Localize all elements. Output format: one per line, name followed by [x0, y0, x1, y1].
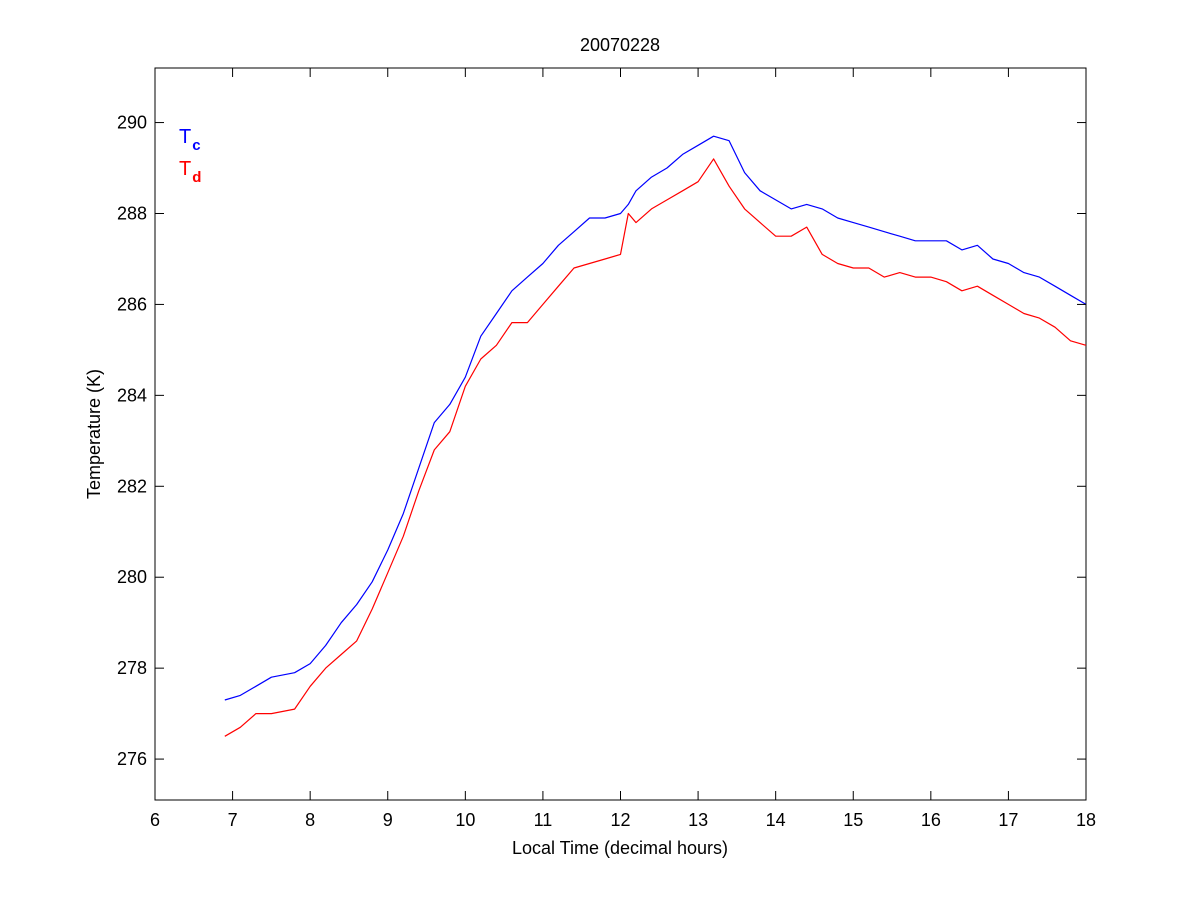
legend-entry-t-c: Tc — [179, 126, 201, 154]
x-tick-label: 13 — [688, 810, 708, 830]
x-tick-label: 17 — [998, 810, 1018, 830]
x-tick-label: 14 — [766, 810, 786, 830]
y-tick-label: 282 — [117, 476, 147, 496]
x-tick-label: 18 — [1076, 810, 1096, 830]
y-tick-label: 286 — [117, 294, 147, 314]
y-tick-label: 284 — [117, 385, 147, 405]
plot-area-frame — [154, 67, 1087, 801]
x-tick-label: 11 — [534, 810, 553, 830]
x-axis-ticks: 6 7 8 9 10 11 12 13 14 15 16 17 18 — [150, 68, 1096, 830]
y-tick-label: 288 — [117, 203, 147, 223]
legend-entry-t-d: Td — [179, 158, 201, 186]
series-line-t-d — [224, 158, 1087, 737]
x-tick-label: 9 — [383, 810, 393, 830]
legend: Tc Td — [179, 126, 201, 186]
y-tick-label: 278 — [117, 658, 147, 678]
x-tick-label: 8 — [305, 810, 315, 830]
series-line-t-c — [224, 135, 1087, 701]
series-layer — [224, 135, 1087, 737]
x-tick-label: 10 — [455, 810, 475, 830]
y-tick-label: 290 — [117, 113, 147, 133]
x-tick-label: 16 — [921, 810, 941, 830]
x-tick-label: 7 — [228, 810, 238, 830]
y-axis-label: Temperature (K) — [84, 369, 104, 499]
x-axis-label: Local Time (decimal hours) — [512, 838, 728, 858]
y-tick-label: 276 — [117, 749, 147, 769]
x-tick-label: 6 — [150, 810, 160, 830]
chart-title: 20070228 — [580, 35, 660, 55]
y-axis-ticks: 276 278 280 282 284 286 288 290 — [117, 113, 1086, 769]
x-tick-label: 15 — [843, 810, 863, 830]
x-tick-label: 12 — [610, 810, 630, 830]
y-tick-label: 280 — [117, 567, 147, 587]
